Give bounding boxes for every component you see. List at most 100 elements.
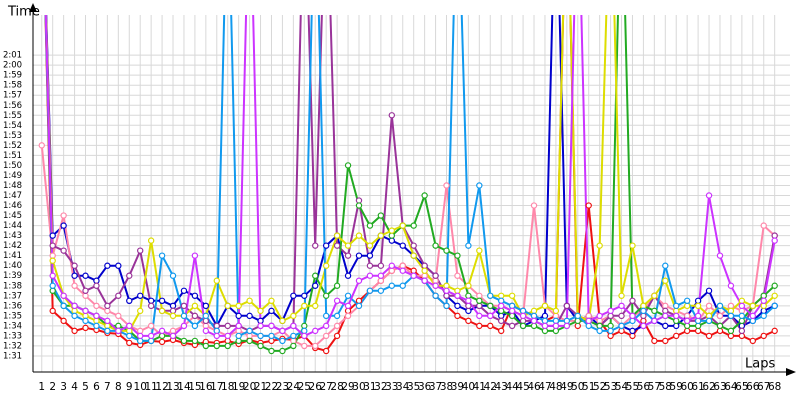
lap-marker [607,327,614,335]
lap-marker [290,332,297,340]
lap-marker [71,302,78,310]
lap-marker [640,307,647,315]
lap-marker [257,322,264,330]
lap-marker [552,307,560,315]
lap-marker [421,192,428,199]
lap-marker [93,322,100,330]
lap-marker [705,287,713,294]
lap-marker [312,342,319,350]
lap-marker [268,322,275,330]
lap-marker [355,252,363,259]
lap-marker [344,252,352,259]
lap-marker [322,347,330,355]
lap-marker [115,292,122,299]
lap-marker [60,222,67,229]
x-tick-label: 46 [527,381,541,393]
lap-marker [673,332,680,340]
y-tick-label: 1:57 [3,91,22,101]
lap-marker [366,287,374,294]
lap-marker [147,332,155,340]
lap-marker [333,332,341,340]
x-axis-arrow [786,368,796,376]
lap-marker [530,202,538,209]
lap-marker [596,327,603,335]
lap-marker [213,332,220,340]
x-tick-label: 40 [462,381,475,393]
x-tick-label: 63 [713,381,726,393]
lap-marker [410,222,417,229]
x-tick-label: 67 [757,381,770,393]
x-tick-label: 42 [484,381,497,393]
y-tick-label: 1:44 [3,221,22,231]
lap-marker [104,262,111,269]
lap-marker [71,282,78,289]
lap-marker [432,272,439,279]
lap-marker [465,297,472,305]
lap-marker [574,312,581,320]
y-tick-label: 1:46 [3,201,22,211]
lap-marker [344,162,352,169]
x-tick-label: 16 [199,381,213,393]
lap-marker [344,242,352,249]
lap-marker [410,272,417,279]
y-tick-label: 1:49 [3,171,22,181]
lap-marker [246,327,253,335]
lap-marker [147,302,155,310]
lap-marker [82,317,89,325]
lap-marker [301,292,308,299]
grid [33,15,790,372]
lap-marker [202,342,210,350]
lap-marker [235,312,242,320]
lap-marker [224,342,231,350]
lap-marker [126,272,133,279]
y-axis-title: Time [7,5,40,20]
x-tick-label: 56 [637,381,651,393]
y-tick-label: 1:33 [3,331,22,341]
lap-marker [158,327,166,335]
y-tick-label: 1:55 [3,111,22,121]
x-tick-label: 36 [418,381,432,393]
y-tick-label: 2:01 [3,51,22,61]
y-tick-label: 1:58 [3,81,22,91]
lap-marker [137,332,144,340]
lap-marker [443,287,450,294]
x-tick-label: 47 [538,381,551,393]
lap-marker [60,302,67,310]
lap-marker [651,307,658,315]
lap-marker [508,322,516,330]
lap-marker [224,332,231,340]
lap-marker [213,342,220,350]
lap-marker [421,277,428,284]
x-tick-label: 12 [155,381,168,393]
lap-marker [246,337,253,345]
lap-marker [322,332,330,340]
lap-marker [388,112,396,119]
lap-marker [651,317,658,325]
lap-marker [673,302,680,310]
lap-marker [454,272,461,279]
x-tick-label: 9 [126,381,133,393]
x-tick-label: 5 [82,381,89,393]
lap-marker [257,342,264,350]
lap-marker [333,312,341,320]
x-tick-label: 52 [593,381,606,393]
y-tick-label: 1:53 [3,131,22,141]
lap-marker [585,202,592,209]
lap-marker [344,302,352,310]
lap-marker [662,337,669,345]
lap-marker [322,312,330,320]
lap-marker [629,242,636,249]
x-tick-label: 14 [177,381,191,393]
lap-marker [344,272,352,279]
lap-marker [257,332,264,340]
lap-marker [727,327,735,335]
lap-marker [158,307,166,315]
lap-marker [344,292,352,299]
lap-marker [377,232,385,239]
x-tick-label: 6 [93,381,100,393]
lap-marker [487,302,494,310]
x-tick-label: 30 [352,381,365,393]
lap-marker [454,292,461,299]
y-tick-label: 2:00 [3,61,22,71]
